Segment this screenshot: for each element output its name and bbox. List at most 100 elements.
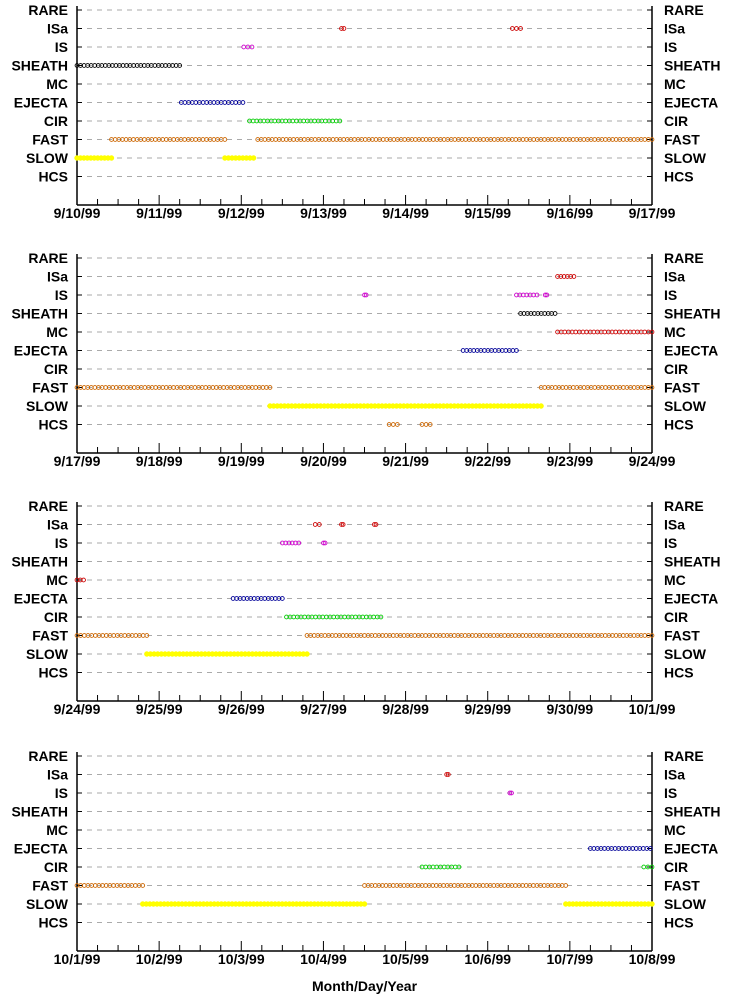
category-label-left: HCS: [38, 915, 68, 931]
segment-slow: [267, 403, 544, 409]
category-label-right: SHEATH: [664, 306, 721, 322]
data-point: [538, 403, 544, 409]
data-point: [241, 44, 247, 50]
category-label-right: FAST: [664, 878, 700, 894]
data-point: [565, 274, 570, 279]
category-label-left: ISa: [47, 21, 68, 37]
category-label-left: SLOW: [26, 896, 69, 912]
category-label-left: HCS: [38, 169, 68, 185]
panel-2: RARE RARE ISa ISa IS IS SHEATH SHEATH MC MC EJECTA…: [11, 250, 720, 469]
data-point: [339, 26, 344, 31]
category-label-right: CIR: [664, 361, 688, 377]
segment-cir: [247, 118, 343, 124]
segment-sheath: [518, 311, 558, 316]
category-label-left: ISa: [47, 517, 68, 533]
category-label-left: CIR: [44, 113, 68, 129]
x-tick-label: 9/23/99: [546, 453, 593, 469]
x-tick-label: 10/1/99: [629, 701, 676, 717]
data-point: [283, 540, 288, 546]
segment-slow: [140, 901, 368, 907]
category-label-left: IS: [55, 287, 68, 303]
x-axis-label: Month/Day/Year: [312, 978, 418, 994]
segment-isa: [444, 772, 451, 777]
data-point: [289, 540, 295, 546]
data-point: [534, 292, 540, 298]
category-label-left: MC: [46, 324, 68, 340]
x-tick-label: 10/8/99: [629, 951, 676, 967]
data-point: [267, 385, 273, 390]
category-label-left: RARE: [28, 748, 68, 764]
category-label-left: MC: [46, 76, 68, 92]
category-label-left: RARE: [28, 250, 68, 266]
category-label-left: FAST: [32, 878, 68, 894]
category-label-left: SHEATH: [11, 306, 68, 322]
data-point: [509, 790, 514, 796]
x-tick-label: 10/7/99: [546, 951, 593, 967]
data-point: [552, 311, 558, 316]
x-tick-label: 9/30/99: [546, 701, 593, 717]
segment-slow: [74, 155, 115, 161]
segment-is: [514, 292, 540, 298]
category-label-right: MC: [664, 324, 686, 340]
x-tick-label: 9/12/99: [218, 205, 265, 221]
data-point: [363, 292, 369, 298]
data-point: [649, 329, 655, 335]
segment-is: [280, 540, 302, 546]
segment-isa: [339, 522, 346, 527]
segment-fast: [362, 883, 569, 888]
segment-cir: [419, 864, 462, 870]
segment-ejecta: [460, 348, 519, 353]
segment-ejecta: [178, 100, 246, 105]
category-label-left: SLOW: [26, 150, 69, 166]
category-label-right: FAST: [664, 628, 700, 644]
data-point: [250, 155, 257, 161]
segment-ejecta: [588, 846, 653, 851]
segment-isa: [510, 26, 523, 31]
category-label-left: FAST: [32, 628, 68, 644]
data-point: [312, 522, 318, 527]
data-point: [507, 790, 513, 796]
category-label-right: CIR: [664, 859, 688, 875]
data-point: [641, 864, 647, 870]
segment-isa: [555, 274, 577, 279]
category-label-right: ISa: [664, 517, 685, 533]
data-point: [177, 63, 183, 68]
category-label-right: RARE: [664, 2, 704, 18]
category-label-right: FAST: [664, 380, 700, 396]
data-point: [296, 540, 302, 546]
x-tick-label: 9/24/99: [54, 701, 101, 717]
data-point: [649, 901, 655, 907]
category-label-left: FAST: [32, 132, 68, 148]
x-tick-label: 9/22/99: [464, 453, 511, 469]
category-label-right: CIR: [664, 609, 688, 625]
segment-cir: [641, 864, 655, 870]
data-point: [140, 883, 146, 888]
data-point: [558, 274, 564, 279]
category-label-left: RARE: [28, 498, 68, 514]
panel-3: RARE RARE ISa ISa IS IS SHEATH SHEATH MC MC EJECTA…: [11, 498, 720, 717]
x-tick-label: 9/28/99: [382, 701, 429, 717]
segment-hcs: [386, 422, 400, 427]
category-label-left: SHEATH: [11, 554, 68, 570]
category-label-left: SLOW: [26, 646, 69, 662]
data-point: [321, 540, 326, 546]
segment-hcs: [419, 422, 433, 427]
data-point: [649, 864, 655, 870]
x-tick-label: 9/24/99: [629, 453, 676, 469]
x-tick-label: 10/3/99: [218, 951, 265, 967]
data-point: [341, 26, 347, 31]
category-label-right: IS: [664, 39, 677, 55]
segment-sheath: [74, 63, 183, 68]
data-point: [280, 596, 285, 601]
category-label-right: MC: [664, 572, 686, 588]
category-label-right: HCS: [664, 169, 694, 185]
category-label-right: HCS: [664, 417, 694, 433]
category-label-right: HCS: [664, 915, 694, 931]
data-point: [456, 864, 462, 870]
category-label-right: EJECTA: [664, 841, 718, 857]
x-tick-label: 9/26/99: [218, 701, 265, 717]
data-point: [240, 100, 246, 105]
category-label-right: FAST: [664, 132, 700, 148]
category-label-left: ISa: [47, 269, 68, 285]
